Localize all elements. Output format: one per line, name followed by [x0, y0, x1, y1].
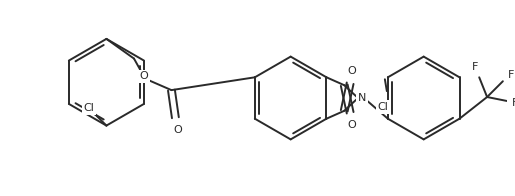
Text: O: O — [348, 120, 356, 130]
Text: F: F — [472, 63, 478, 73]
Text: Cl: Cl — [377, 102, 388, 112]
Text: N: N — [358, 93, 366, 103]
Text: O: O — [140, 71, 148, 81]
Text: O: O — [348, 66, 356, 76]
Text: Cl: Cl — [83, 103, 94, 113]
Text: O: O — [173, 124, 182, 134]
Text: F: F — [511, 98, 515, 108]
Text: F: F — [508, 70, 514, 80]
